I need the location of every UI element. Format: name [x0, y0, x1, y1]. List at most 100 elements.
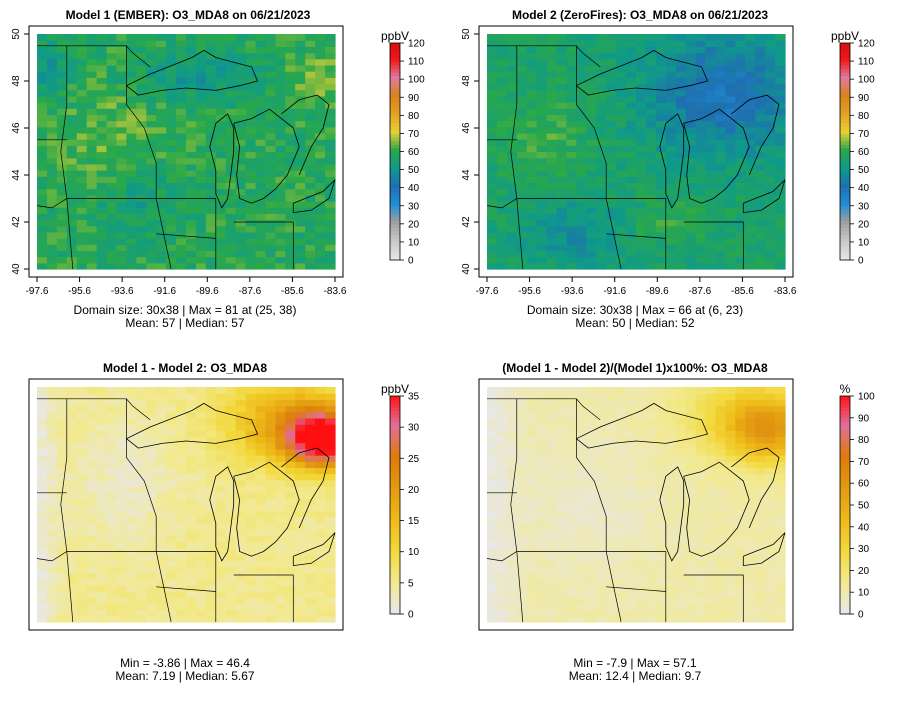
- grid-cell: [116, 566, 127, 574]
- grid-cell: [66, 77, 78, 85]
- grid-cell: [305, 114, 316, 122]
- grid-cell: [695, 399, 707, 407]
- grid-cell: [315, 46, 326, 54]
- grid-cell: [576, 591, 587, 598]
- grid-cell: [645, 603, 657, 611]
- grid-cell: [215, 535, 227, 543]
- grid-cell: [596, 393, 607, 400]
- grid-cell: [556, 238, 568, 245]
- grid-cell: [315, 250, 326, 258]
- grid-cell: [176, 231, 187, 239]
- grid-cell: [66, 455, 78, 462]
- grid-cell: [596, 411, 607, 419]
- grid-cell: [487, 405, 498, 413]
- grid-cell: [586, 95, 597, 103]
- grid-cell: [136, 510, 147, 518]
- grid-cell: [645, 529, 657, 537]
- grid-cell: [626, 83, 637, 91]
- grid-cell: [516, 58, 528, 66]
- grid-cell: [765, 473, 776, 481]
- grid-cell: [695, 523, 707, 530]
- grid-cell: [86, 461, 98, 468]
- grid-cell: [255, 455, 267, 462]
- grid-cell: [106, 52, 118, 60]
- grid-cell: [37, 417, 48, 425]
- grid-cell: [86, 120, 98, 128]
- grid-cell: [136, 213, 147, 221]
- grid-cell: [536, 455, 548, 462]
- grid-cell: [526, 157, 538, 165]
- grid-cell: [655, 132, 667, 140]
- grid-cell: [755, 523, 766, 530]
- grid-cell: [146, 151, 157, 159]
- grid-cell: [86, 560, 98, 567]
- grid-cell: [745, 504, 756, 512]
- grid-cell: [715, 108, 726, 115]
- grid-cell: [496, 157, 508, 165]
- grid-cell: [186, 40, 197, 47]
- grid-cell: [245, 52, 257, 60]
- grid-cell: [116, 176, 127, 184]
- grid-cell: [37, 609, 48, 617]
- grid-cell: [685, 207, 697, 214]
- grid-cell: [106, 46, 118, 54]
- grid-cell: [156, 170, 167, 177]
- grid-cell: [37, 572, 48, 580]
- grid-cell: [146, 411, 157, 419]
- grid-cell: [705, 393, 717, 400]
- grid-cell: [37, 430, 48, 438]
- grid-cell: [655, 108, 667, 115]
- grid-cell: [295, 71, 306, 78]
- y-tick-label: 42: [461, 216, 472, 228]
- grid-cell: [765, 126, 776, 134]
- grid-cell: [76, 560, 88, 567]
- grid-cell: [695, 615, 707, 623]
- grid-cell: [665, 399, 677, 407]
- grid-cell: [576, 597, 587, 605]
- grid-cell: [295, 442, 306, 450]
- grid-cell: [37, 504, 48, 512]
- grid-cell: [295, 163, 306, 171]
- grid-cell: [695, 516, 707, 524]
- colorbar-segment: [390, 184, 400, 189]
- grid-cell: [546, 207, 558, 214]
- grid-cell: [606, 609, 617, 617]
- grid-cell: [156, 95, 167, 103]
- grid-cell: [636, 442, 647, 450]
- grid-cell: [325, 256, 336, 264]
- grid-cell: [606, 40, 617, 47]
- grid-cell: [295, 566, 306, 574]
- grid-cell: [556, 200, 568, 208]
- grid-cell: [245, 132, 257, 140]
- grid-cell: [655, 504, 667, 512]
- grid-cell: [636, 510, 647, 518]
- grid-cell: [176, 176, 187, 184]
- grid-cell: [315, 417, 326, 425]
- grid-cell: [536, 46, 548, 54]
- grid-cell: [775, 430, 786, 438]
- grid-cell: [56, 387, 68, 394]
- grid-cell: [725, 498, 736, 506]
- grid-cell: [616, 188, 627, 196]
- grid-cell: [675, 139, 687, 146]
- grid-cell: [315, 207, 326, 214]
- grid-cell: [126, 114, 137, 122]
- grid-cell: [305, 256, 316, 264]
- grid-cell: [516, 455, 528, 462]
- grid-cell: [606, 52, 617, 60]
- grid-cell: [116, 225, 127, 233]
- grid-cell: [136, 250, 147, 258]
- colorbar-segment: [390, 64, 400, 69]
- grid-cell: [596, 83, 607, 91]
- grid-cell: [265, 405, 276, 413]
- grid-cell: [136, 393, 147, 400]
- grid-cell: [775, 566, 786, 574]
- grid-cell: [56, 34, 68, 41]
- grid-cell: [225, 102, 237, 109]
- grid-cell: [265, 64, 276, 72]
- grid-cell: [265, 535, 276, 543]
- grid-cell: [546, 151, 558, 159]
- grid-cell: [516, 250, 528, 258]
- grid-cell: [305, 170, 316, 177]
- grid-cell: [526, 83, 538, 91]
